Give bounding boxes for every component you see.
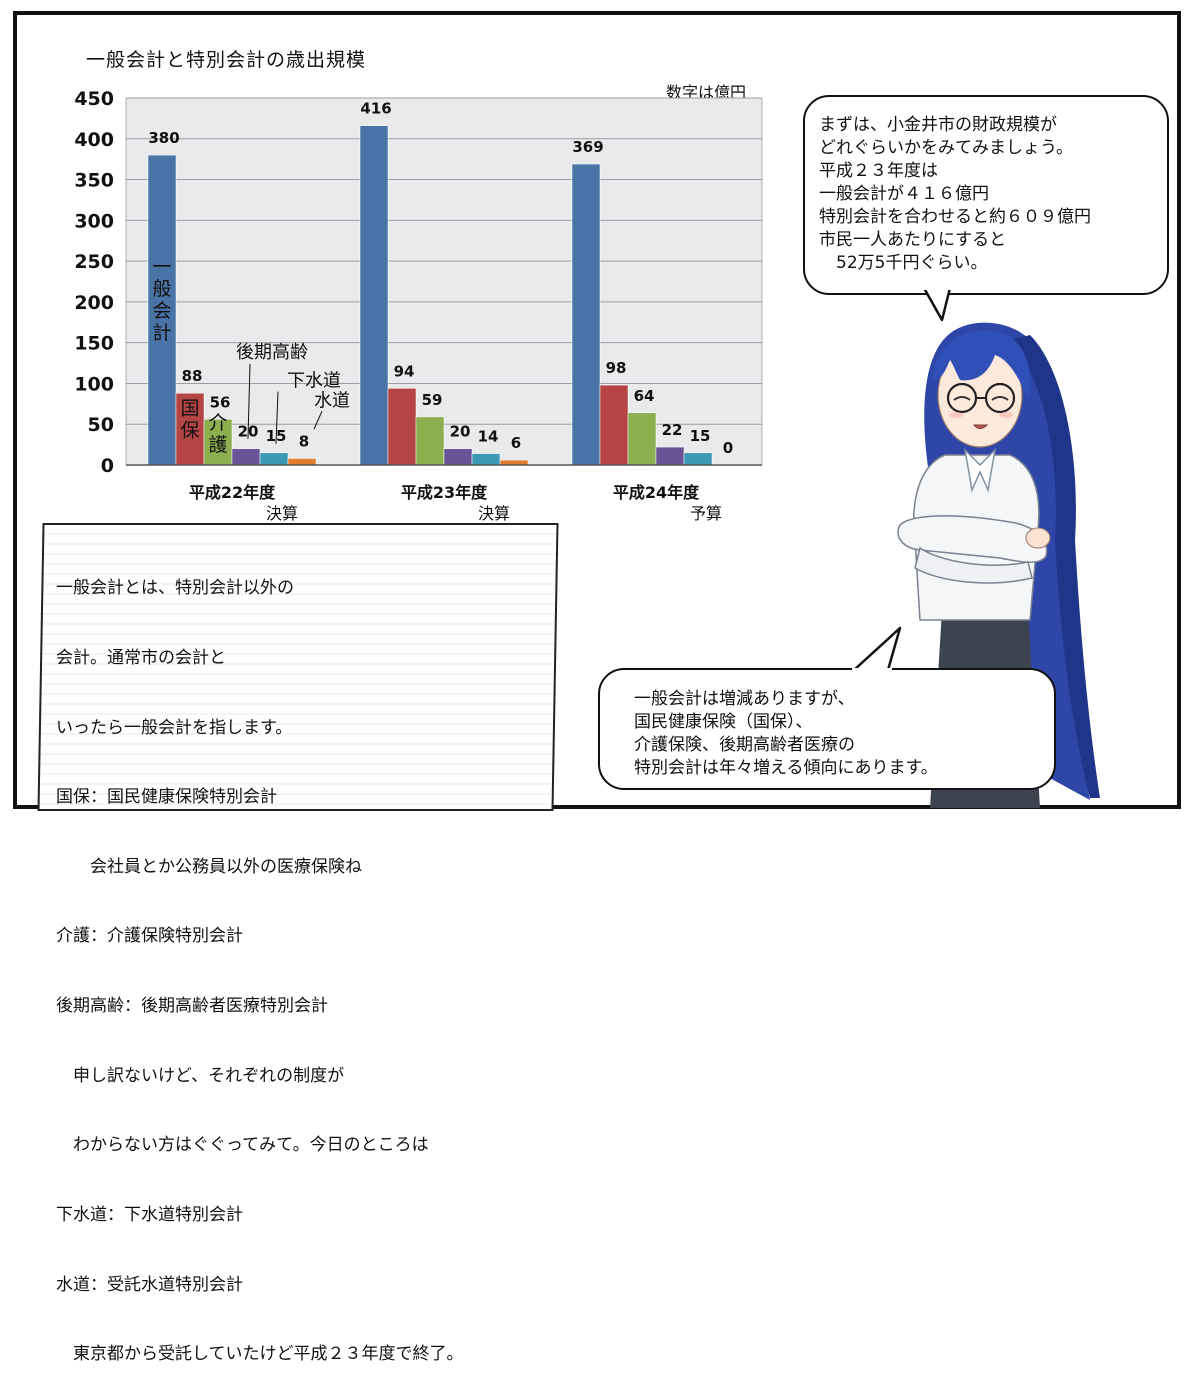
bar: [415, 416, 445, 466]
y-tick-label: 100: [74, 373, 114, 395]
bubble-top-line: 52万5千円ぐらい。: [819, 253, 988, 273]
data-label: 369: [572, 138, 603, 156]
bubble-top-line: 平成２３年度は: [819, 161, 938, 181]
notes-line: 会社員とか公務員以外の医療保険ね: [56, 856, 362, 877]
category-note: 決算: [478, 504, 510, 523]
bar: [655, 446, 685, 466]
y-tick-label: 300: [74, 210, 114, 232]
bubble-bottom-line: 介護保険、後期高齢者医療の: [634, 735, 855, 755]
notes-text: 一般会計とは、特別会計以外の 会計。通常市の会計と いったら一般会計を指します。…: [56, 531, 464, 1390]
y-tick-label: 0: [101, 455, 114, 477]
y-tick-label: 200: [74, 292, 114, 314]
bar: [683, 452, 713, 466]
bubble-bottom-line: 国民健康保険（国保）、: [634, 712, 813, 732]
speech-bubble-bottom: 一般会計は増減ありますが、 国民健康保険（国保）、 介護保険、後期高齢者医療の …: [598, 668, 1056, 790]
bar: [571, 163, 601, 466]
series-label-general: 計: [152, 322, 171, 344]
bubble-bottom-line: 特別会計は年々増える傾向にあります。: [634, 758, 938, 778]
bubble-top-line: 市民一人あたりにすると: [819, 230, 1007, 250]
data-label: 6: [511, 434, 521, 452]
series-label-suido: 水道: [314, 390, 350, 411]
data-label: 98: [606, 359, 627, 377]
bar: [259, 452, 289, 466]
notes-line: わからない方はぐぐってみて。今日のところは: [56, 1135, 429, 1156]
y-tick-label: 50: [88, 414, 114, 436]
plot-area: [125, 97, 763, 466]
series-label-general: 般: [152, 278, 171, 300]
data-label: 64: [634, 387, 655, 405]
series-label-kokuho: 保: [180, 419, 199, 441]
bar: [231, 448, 261, 466]
chart-title: 一般会計と特別会計の歳出規模: [86, 49, 367, 71]
bubble-top-line: まずは、小金井市の財政規模が: [819, 115, 1057, 135]
notes-line: 水道：受託水道特別会計: [56, 1274, 243, 1295]
bar: [471, 453, 501, 466]
data-label: 88: [182, 367, 203, 385]
data-label: 380: [148, 129, 179, 147]
category-note: 決算: [266, 504, 298, 523]
data-label: 94: [394, 362, 415, 380]
unit-note: 数字は億円: [666, 83, 747, 102]
y-tick-label: 150: [74, 333, 114, 355]
notes-line: 介護：介護保険特別会計: [56, 926, 243, 947]
data-label: 15: [690, 427, 711, 445]
y-tick-label: 250: [74, 251, 114, 273]
notes-line: 後期高齢：後期高齢者医療特別会計: [56, 996, 328, 1017]
notes-line: 下水道：下水道特別会計: [56, 1204, 243, 1225]
notes-line: 国保：国民健康保険特別会計: [56, 787, 277, 808]
leader-line: [275, 391, 279, 444]
bubble-top-line: 一般会計が４１６億円: [819, 184, 989, 204]
leader-line: [247, 363, 251, 439]
bar: [627, 412, 657, 466]
bar: [287, 458, 317, 466]
bar: [599, 384, 629, 466]
notes-line: 申し訳ないけど、それぞれの制度が: [56, 1065, 345, 1086]
x-tick-label: 平成24年度: [613, 483, 700, 502]
series-label-kokuho: 国: [180, 397, 199, 419]
bubble-top-tail: [922, 286, 952, 322]
data-label: 59: [422, 391, 443, 409]
bar: [443, 448, 473, 466]
x-tick-label: 平成23年度: [401, 483, 488, 502]
speech-bubble-top: まずは、小金井市の財政規模が どれぐらいかをみてみましょう。 平成２３年度は 一…: [803, 95, 1169, 295]
bubble-top-line: どれぐらいかをみてみましょう。: [819, 138, 1073, 158]
bubble-bottom-tail: [852, 626, 902, 672]
bubble-top-line: 特別会計を合わせると約６０９億円: [819, 207, 1091, 227]
bar: [359, 125, 389, 466]
bar: [203, 419, 233, 466]
data-label: 416: [360, 100, 391, 118]
data-label: 56: [210, 393, 231, 411]
data-label: 0: [723, 439, 733, 457]
notes-line: 会計。通常市の会計と: [56, 648, 226, 669]
bubble-bottom-line: 一般会計は増減ありますが、: [634, 689, 855, 709]
y-tick-label: 450: [74, 88, 114, 110]
data-label: 22: [662, 421, 683, 439]
notes-line: いったら一般会計を指します。: [56, 717, 293, 738]
bar: [387, 388, 417, 466]
y-tick-label: 400: [74, 129, 114, 151]
notes-line: 一般会計とは、特別会計以外の: [56, 578, 294, 599]
bubble-bottom-text: 一般会計は増減ありますが、 国民健康保険（国保）、 介護保険、後期高齢者医療の …: [634, 688, 1054, 780]
data-label: 8: [299, 432, 309, 450]
series-label-kouki: 後期高齢: [236, 342, 308, 363]
bubble-top-text: まずは、小金井市の財政規模が どれぐらいかをみてみましょう。 平成２３年度は 一…: [819, 114, 1167, 275]
series-label-general: 会: [152, 300, 171, 322]
notes-line: 東京都から受託していたけど平成２３年度で終了。: [56, 1344, 464, 1365]
data-label: 20: [450, 423, 471, 441]
leader-line: [313, 410, 323, 430]
y-tick-label: 350: [74, 170, 114, 192]
data-label: 14: [478, 428, 499, 446]
category-note: 予算: [690, 504, 722, 523]
series-label-gesuido: 下水道: [287, 371, 341, 392]
x-tick-label: 平成22年度: [189, 483, 276, 502]
series-label-kaigo: 護: [208, 434, 227, 456]
series-label-general: 一: [152, 256, 171, 278]
series-label-kaigo: 介: [208, 412, 227, 434]
